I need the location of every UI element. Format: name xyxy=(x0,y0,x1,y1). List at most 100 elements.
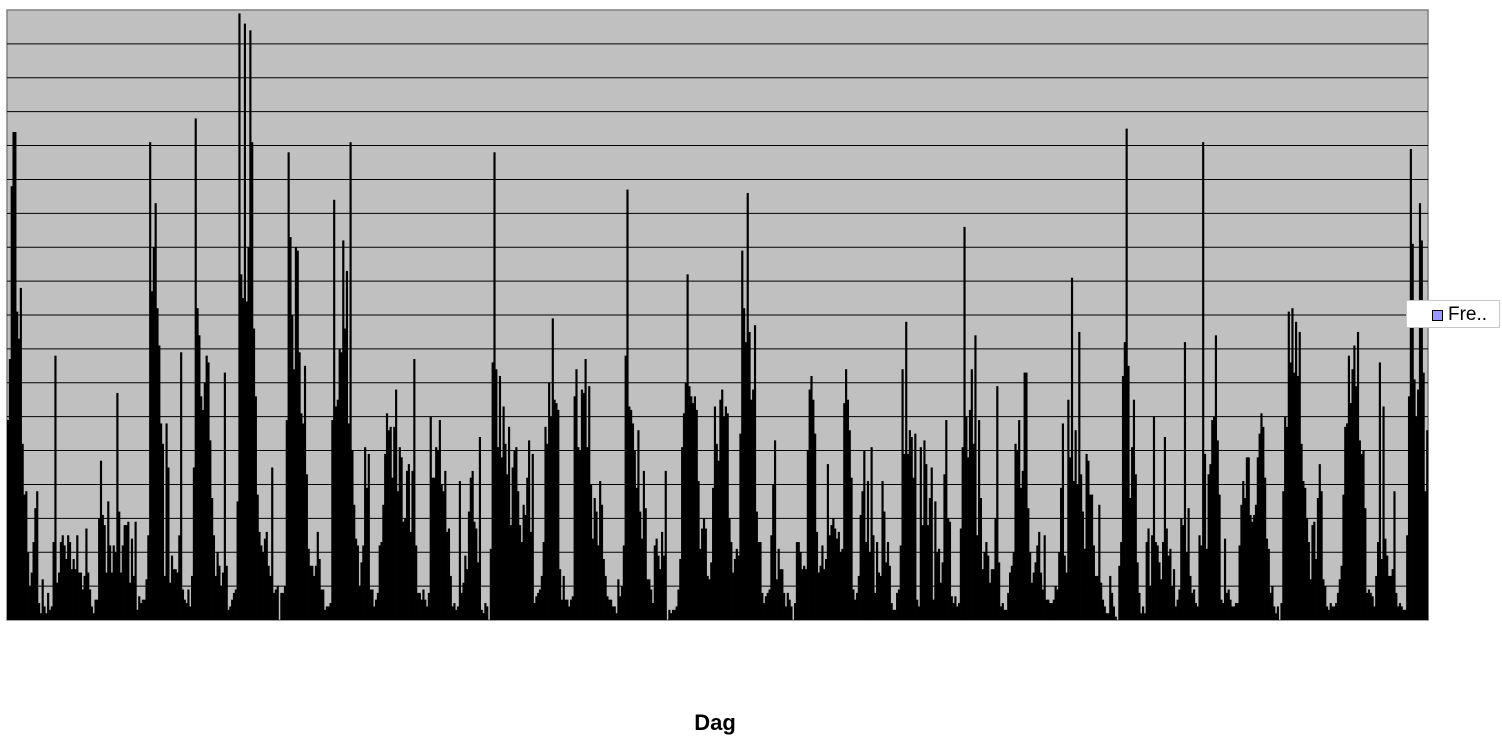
bar xyxy=(287,152,290,620)
bar xyxy=(1107,613,1110,620)
bar xyxy=(1327,609,1330,620)
bar xyxy=(897,589,901,620)
bar xyxy=(1076,484,1079,620)
bar xyxy=(1296,376,1299,620)
bar xyxy=(553,399,556,620)
bar xyxy=(610,599,613,620)
legend-swatch xyxy=(1432,310,1443,321)
bar xyxy=(1420,240,1423,620)
bar xyxy=(566,599,569,620)
bar xyxy=(1335,603,1338,620)
bar xyxy=(533,603,536,620)
bar xyxy=(367,453,370,620)
bar xyxy=(551,318,554,620)
bar xyxy=(316,531,319,620)
bar xyxy=(1182,525,1185,620)
bar xyxy=(65,559,68,620)
bar xyxy=(27,552,30,620)
bar xyxy=(1287,311,1290,620)
bar xyxy=(209,440,212,620)
bar xyxy=(322,589,325,620)
bar xyxy=(72,559,75,620)
bar xyxy=(433,477,436,620)
bar xyxy=(145,579,148,620)
bar xyxy=(1061,423,1064,620)
bar xyxy=(843,403,846,620)
bar xyxy=(7,420,10,620)
bar xyxy=(404,518,407,620)
bar xyxy=(967,457,970,620)
bar xyxy=(480,609,483,620)
bar xyxy=(504,443,507,620)
bar xyxy=(435,447,438,620)
bar xyxy=(783,592,786,620)
bar xyxy=(280,592,283,620)
bar xyxy=(362,545,365,620)
bar xyxy=(1058,552,1061,620)
bar xyxy=(617,579,620,620)
bar xyxy=(380,542,383,620)
bar xyxy=(1005,609,1008,620)
bar xyxy=(1007,592,1010,620)
bar xyxy=(373,606,376,620)
bar xyxy=(478,437,482,620)
bar xyxy=(1369,592,1372,620)
bar xyxy=(1012,552,1015,620)
bar xyxy=(1118,565,1121,620)
bar xyxy=(36,491,39,620)
bar xyxy=(757,542,760,620)
bar xyxy=(850,477,853,620)
bar xyxy=(285,420,288,620)
bar xyxy=(81,589,84,620)
bar xyxy=(482,613,485,620)
bar xyxy=(1043,535,1046,620)
bar xyxy=(848,430,851,620)
bar xyxy=(436,450,440,620)
bar xyxy=(473,521,476,620)
bar xyxy=(384,453,387,620)
bar xyxy=(921,525,924,620)
bar xyxy=(382,504,385,620)
bar xyxy=(1008,572,1012,620)
bar xyxy=(1353,345,1356,620)
bar xyxy=(591,538,594,620)
bar xyxy=(356,545,359,620)
bar xyxy=(1067,399,1070,620)
bar xyxy=(1413,379,1416,620)
bar xyxy=(52,542,55,620)
bar xyxy=(912,477,915,620)
bar xyxy=(218,565,221,620)
bar xyxy=(846,399,850,620)
bar xyxy=(957,603,961,620)
bar xyxy=(8,359,11,620)
bar xyxy=(409,531,412,620)
bar xyxy=(56,582,59,620)
bar xyxy=(651,603,655,620)
bar xyxy=(1371,596,1374,620)
bar xyxy=(631,423,635,620)
bar xyxy=(238,13,241,620)
bar xyxy=(819,565,822,620)
bar xyxy=(1205,548,1208,620)
bar xyxy=(974,335,977,620)
bar xyxy=(1253,514,1256,620)
bar xyxy=(1300,443,1303,620)
bar xyxy=(866,481,870,620)
bar xyxy=(342,240,345,620)
bar xyxy=(1344,426,1347,620)
bar xyxy=(165,423,168,620)
bar xyxy=(824,559,828,620)
bar xyxy=(198,335,201,620)
bar xyxy=(1203,453,1207,620)
bar xyxy=(879,575,882,620)
bar xyxy=(925,464,928,620)
bar xyxy=(1315,559,1318,620)
bar xyxy=(14,132,17,620)
bar xyxy=(129,582,132,620)
bar xyxy=(1074,430,1077,620)
bar xyxy=(458,481,461,620)
bar xyxy=(701,528,704,620)
bar xyxy=(1134,474,1137,620)
bar xyxy=(965,416,968,620)
bar xyxy=(41,579,44,620)
